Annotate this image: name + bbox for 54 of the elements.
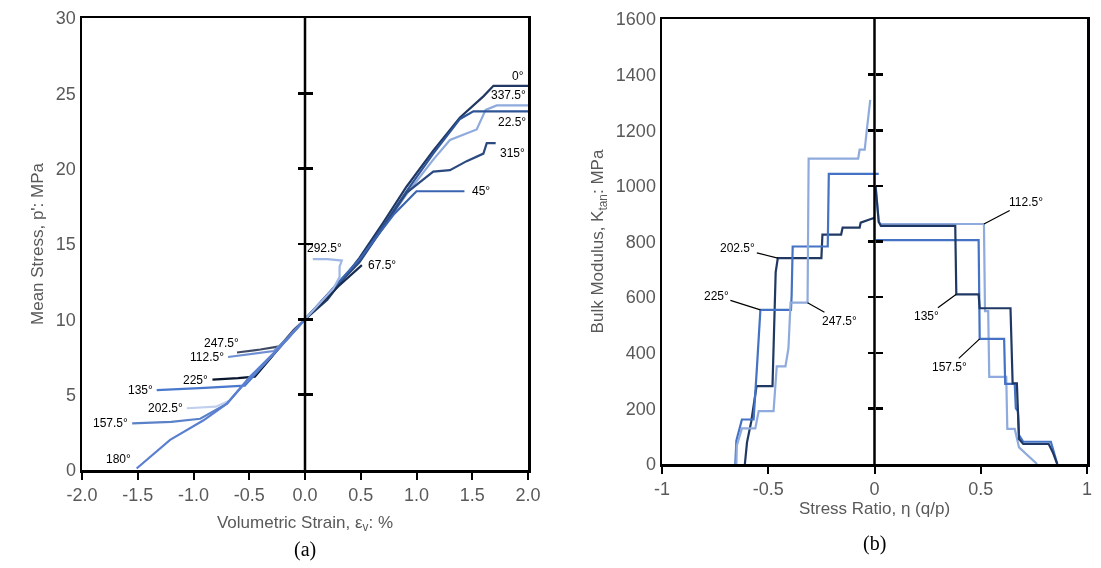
x-tick-label: 0.5 bbox=[968, 479, 994, 500]
series-label: 135° bbox=[128, 383, 154, 397]
series-label: 67.5° bbox=[368, 258, 397, 272]
series-label: 202.5° bbox=[720, 241, 756, 255]
y-tick-label: 30 bbox=[55, 8, 76, 29]
y-tick-label: 400 bbox=[625, 343, 656, 364]
series-label: 202.5° bbox=[148, 401, 184, 415]
y-tick-label: 1200 bbox=[615, 120, 656, 141]
x-tick-label: -1.5 bbox=[122, 485, 154, 506]
x-tick-label: 1.5 bbox=[459, 485, 485, 506]
y-tick-label: 600 bbox=[625, 287, 656, 308]
text: 112.5° bbox=[1009, 195, 1044, 209]
x-tick-label: 0.5 bbox=[348, 485, 374, 506]
x-tick-label: 1.0 bbox=[403, 485, 430, 506]
y-tick-label: 0 bbox=[645, 454, 656, 475]
x-tick-label: -1 bbox=[653, 479, 671, 500]
series-label: 337.5° bbox=[491, 88, 527, 102]
y-tick-label: 800 bbox=[625, 231, 656, 252]
x-tick-label: 0 bbox=[869, 479, 880, 500]
x-tick-label: 1 bbox=[1081, 479, 1093, 500]
text: 225° bbox=[704, 289, 730, 303]
series-label: 315° bbox=[500, 146, 526, 160]
y-tick-label: 1400 bbox=[615, 64, 656, 85]
y-tick-label: 25 bbox=[55, 83, 76, 104]
text: (b) bbox=[863, 532, 887, 555]
x-tick-label: -1.0 bbox=[177, 485, 210, 506]
x-axis-title: Stress Ratio, η (q/p) bbox=[798, 499, 951, 519]
x-axis-title: Volumetric Strain, ε$_{v}$: % bbox=[216, 512, 394, 535]
series-label: 112.5° bbox=[190, 350, 225, 364]
x-tick-label: -0.5 bbox=[752, 479, 784, 500]
y-tick-label: 1000 bbox=[615, 176, 656, 197]
y-axis-title: Mean Stress, p': MPa bbox=[28, 162, 48, 325]
x-tick-label: -0.5 bbox=[233, 485, 265, 506]
x-tick-label: 2.0 bbox=[515, 485, 541, 506]
y-tick-label: 15 bbox=[55, 234, 76, 255]
series-label: 157.5° bbox=[93, 416, 129, 430]
series-label: 45° bbox=[472, 184, 491, 198]
y-tick-label: 5 bbox=[65, 384, 76, 405]
series-label: 247.5° bbox=[822, 314, 858, 328]
y-tick-label: 1600 bbox=[615, 9, 656, 30]
y-tick-label: 200 bbox=[625, 398, 656, 419]
x-tick-label: -2.0 bbox=[66, 485, 98, 506]
x-tick-label: 0.0 bbox=[292, 485, 318, 506]
y-tick-label: 10 bbox=[55, 309, 76, 330]
text: (a) bbox=[294, 538, 317, 561]
series-label: 180° bbox=[106, 452, 132, 466]
series-label: 0° bbox=[512, 69, 524, 83]
series-label: 225° bbox=[183, 373, 209, 387]
y-tick-label: 20 bbox=[55, 158, 76, 179]
series-label: 135° bbox=[914, 309, 940, 323]
text: 157.5° bbox=[932, 360, 968, 374]
series-label: 22.5° bbox=[498, 115, 527, 129]
y-tick-label: 0 bbox=[65, 460, 76, 481]
series-label: 247.5° bbox=[204, 336, 240, 350]
